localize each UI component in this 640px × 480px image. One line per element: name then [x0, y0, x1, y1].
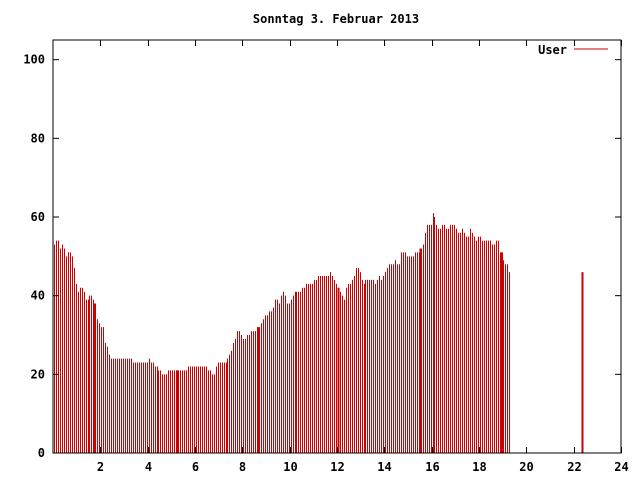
y-tick-label: 60 [31, 210, 45, 224]
x-tick-label: 8 [239, 460, 246, 474]
x-axis-ticks: 2 4 6 8 10 12 14 16 18 20 22 24 [97, 40, 629, 474]
x-tick-label: 2 [97, 460, 104, 474]
x-tick-label: 18 [472, 460, 486, 474]
legend-label: User [538, 43, 567, 57]
y-tick-label: 40 [31, 289, 45, 303]
x-tick-label: 16 [425, 460, 439, 474]
x-tick-label: 20 [519, 460, 533, 474]
plot-frame [52, 39, 622, 454]
y-tick-label: 80 [31, 131, 45, 145]
chart-title: Sonntag 3. Februar 2013 [253, 12, 419, 26]
x-tick-label: 10 [283, 460, 297, 474]
x-tick-label: 24 [614, 460, 628, 474]
x-tick-label: 6 [192, 460, 199, 474]
x-tick-label: 22 [567, 460, 581, 474]
y-tick-label: 20 [31, 367, 45, 381]
x-tick-label: 4 [145, 460, 152, 474]
x-tick-label: 14 [377, 460, 391, 474]
y-tick-label: 0 [38, 446, 45, 460]
y-axis-ticks: 0 20 40 60 80 100 [23, 53, 621, 460]
y-tick-label: 100 [23, 53, 45, 67]
bars-group [54, 213, 584, 453]
legend: User [538, 43, 608, 57]
x-tick-label: 12 [330, 460, 344, 474]
